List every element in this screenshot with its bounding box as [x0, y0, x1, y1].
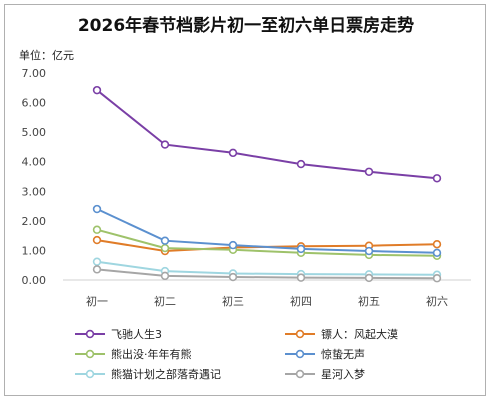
y-tick-label: 1.00	[22, 244, 47, 257]
x-tick-label: 初三	[222, 294, 244, 308]
legend-item: 熊猫计划之部落奇遇记	[75, 367, 221, 381]
x-axis-ticks: 初一 初二 初三 初四 初五 初六	[86, 294, 448, 308]
data-point	[364, 273, 374, 283]
chart-frame: 2026年春节档影片初一至初六单日票房走势 单位：亿元 0.00 1.00 2.00…	[4, 4, 486, 396]
series-line	[96, 268, 438, 280]
data-point	[160, 243, 170, 253]
legend-item: 飞驰人生3	[75, 327, 162, 341]
x-tick-label: 初二	[154, 294, 176, 308]
data-point	[92, 265, 102, 274]
series-line	[96, 239, 438, 253]
chart-title: 2026年春节档影片初一至初六单日票房走势	[78, 15, 414, 36]
series-line	[96, 260, 438, 276]
data-point	[228, 240, 238, 250]
y-tick-label: 3.00	[22, 185, 47, 198]
data-point	[364, 167, 374, 176]
y-tick-label: 0.00	[22, 274, 47, 287]
data-point	[160, 236, 170, 245]
unit-label: 单位：亿元	[19, 48, 74, 62]
y-tick-label: 4.00	[22, 156, 47, 169]
line-chart: 2026年春节档影片初一至初六单日票房走势 单位：亿元 0.00 1.00 2.00…	[19, 15, 471, 381]
x-tick-label: 初六	[426, 294, 448, 308]
data-point	[432, 274, 442, 283]
data-point	[432, 240, 442, 249]
legend-label: 星河入梦	[321, 368, 365, 381]
data-point	[296, 244, 306, 254]
data-point	[432, 248, 442, 257]
legend-swatch-marker	[85, 349, 95, 359]
legend-label: 熊猫计划之部落奇遇记	[111, 367, 221, 381]
legend-label: 镖人：风起大漠	[321, 327, 398, 341]
series-line	[96, 89, 438, 180]
series-line	[96, 228, 438, 257]
series-4	[92, 257, 442, 279]
data-point	[228, 272, 238, 282]
data-point	[92, 235, 102, 245]
legend-item: 镖人：风起大漠	[285, 327, 398, 341]
x-tick-label: 初一	[86, 294, 108, 308]
y-tick-label: 6.00	[22, 97, 47, 110]
series-layer	[92, 85, 442, 283]
y-axis-ticks: 0.00 1.00 2.00 3.00 4.00 5.00 6.00 7.00	[22, 67, 47, 287]
x-tick-label: 初四	[290, 294, 312, 308]
data-point	[92, 204, 102, 214]
x-tick-label: 初五	[358, 294, 380, 308]
series-line	[96, 208, 438, 254]
data-point	[296, 159, 306, 169]
data-point	[92, 257, 102, 266]
series-3	[92, 204, 442, 257]
y-tick-label: 2.00	[22, 215, 47, 228]
data-point	[364, 246, 374, 256]
legend-swatch-marker	[295, 349, 305, 359]
data-point	[228, 148, 238, 158]
data-point	[432, 174, 442, 183]
data-point	[160, 140, 170, 149]
data-point	[92, 85, 102, 95]
data-point	[160, 271, 170, 281]
legend-swatch-marker	[85, 329, 95, 339]
legend-item: 星河入梦	[285, 368, 365, 381]
legend-swatch-marker	[295, 369, 305, 379]
legend-swatch-marker	[85, 369, 95, 379]
legend-item: 惊蛰无声	[285, 347, 365, 361]
legend-item: 熊出没·年年有熊	[75, 347, 192, 361]
data-point	[296, 273, 306, 282]
legend-label: 飞驰人生3	[111, 327, 162, 341]
y-tick-label: 5.00	[22, 126, 47, 139]
legend-label: 惊蛰无声	[321, 347, 365, 361]
data-point	[92, 225, 102, 234]
legend-label: 熊出没·年年有熊	[111, 347, 192, 361]
series-0	[92, 85, 442, 183]
legend-swatch-marker	[295, 329, 305, 339]
y-tick-label: 7.00	[22, 67, 47, 80]
series-5	[92, 265, 442, 283]
